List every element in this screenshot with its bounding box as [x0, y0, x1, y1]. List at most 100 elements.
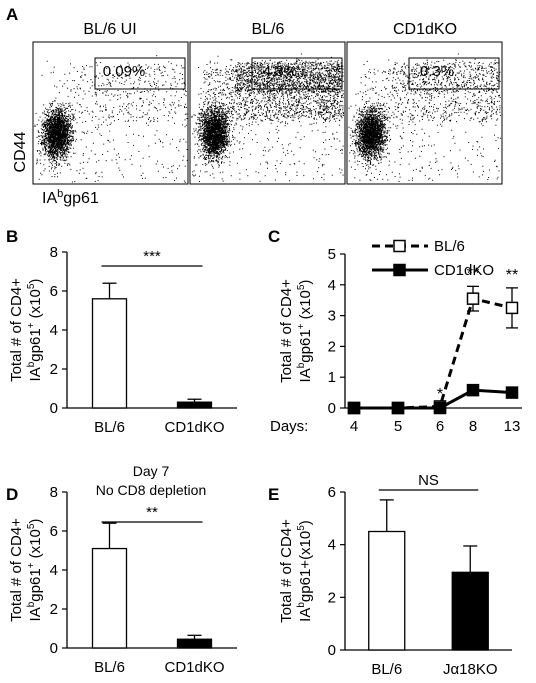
data-point [505, 386, 519, 399]
y-tick-label: 4 [328, 537, 336, 554]
bar [91, 298, 128, 409]
chart-b: 0 2 4 6 8 BL/6 CD1dKO *** Total # of CD4+ IAbgp61… [8, 244, 237, 436]
facs-title-3: CD1dKO [393, 21, 457, 38]
bar [451, 571, 489, 651]
panel-b: B 0 2 4 6 8 BL/6 CD1dKO *** Total # of CD4+ IAbgp… [6, 227, 237, 436]
y-tick-label: 2 [328, 589, 336, 606]
panel-d-title-line1: Day 7 [133, 463, 170, 479]
data-point [505, 301, 519, 315]
x-axis-days-label: Days: [270, 418, 308, 435]
y-tick-label: 6 [328, 484, 336, 501]
bar [91, 547, 128, 649]
bar [368, 530, 406, 651]
y-axis-label-line1: Total # of CD4+ [8, 518, 25, 622]
data-point [433, 401, 447, 415]
panel-d: D Day 7 No CD8 depletion 0 2 4 6 8 BL/6 CD1dKO… [6, 463, 237, 676]
y-tick-label: 4 [328, 277, 336, 294]
facs-gate-3 [408, 57, 500, 90]
y-axis-label: Total # of CD4+ IAbgp61+(x105) [278, 519, 314, 623]
y-axis-label-line2: IAbgp61+(x105) [296, 520, 314, 622]
significance-label: * [437, 386, 443, 403]
facs-plots [32, 41, 503, 185]
x-tick-label: 8 [469, 418, 477, 435]
y-axis-label-line1: Total # of CD4+ [8, 278, 25, 382]
panel-e: E 0 2 4 6 BL/6 Jα18KO NS Total # of CD4+ IAbgp61… [268, 472, 512, 678]
y-axis-label: Total # of CD4+ IAbgp61+ (x105) [278, 279, 314, 383]
y-axis-label: Total # of CD4+ IAbgp61+ (x105) [8, 278, 44, 382]
facs-plot-frame-3 [346, 41, 503, 185]
gate-percent-2: 4.3% [263, 63, 297, 80]
y-axis-label-line2: IAbgp61+ (x105) [296, 280, 314, 383]
panel-letter-e: E [268, 485, 279, 504]
facs-title-1: BL/6 UI [83, 21, 136, 38]
legend-marker [393, 263, 406, 277]
y-tick-label: 0 [50, 640, 58, 657]
x-tick-label: Jα18KO [443, 661, 498, 678]
facs-gate-2 [251, 57, 343, 90]
facs-title-2: BL/6 [252, 21, 285, 38]
x-tick-label: 13 [504, 418, 521, 435]
y-axis-label-line1: Total # of CD4+ [278, 279, 295, 383]
legend: BL/6 CD1dKO [372, 238, 494, 279]
facs-plot-frame-2 [189, 41, 346, 185]
panel-letter-c: C [268, 227, 280, 246]
y-tick-label: 6 [50, 523, 58, 540]
x-tick-label: 6 [436, 418, 444, 435]
data-point [466, 383, 480, 397]
y-tick-label: 1 [328, 369, 336, 386]
data-point [466, 292, 480, 305]
facs-plot-frame-1 [32, 41, 189, 185]
x-tick-label: BL/6 [94, 659, 125, 676]
y-tick-label: 4 [50, 562, 58, 579]
facs-x-label: IAbgp61 [42, 188, 99, 207]
bar [176, 401, 213, 409]
y-axis-label-line2: IAbgp61+ (x105) [26, 279, 44, 382]
significance-label: ** [506, 267, 518, 284]
data-point [391, 401, 405, 415]
facs-dots-2 [191, 53, 344, 182]
legend-label: CD1dKO [434, 262, 494, 279]
y-tick-label: 2 [328, 338, 336, 355]
y-axis-label: Total # of CD4+ IAbgp61+ (x105) [8, 518, 44, 622]
gate-percent-3: 0.3% [420, 63, 454, 80]
panel-letter-a: A [6, 5, 18, 24]
significance-label: ** [467, 265, 479, 282]
x-tick-label: CD1dKO [164, 419, 224, 436]
x-tick-label: CD1dKO [164, 659, 224, 676]
significance-label: NS [418, 472, 439, 489]
gate-percent-1: 0.09% [103, 63, 146, 80]
y-tick-label: 6 [50, 283, 58, 300]
y-tick-label: 8 [50, 484, 58, 501]
y-tick-label: 0 [328, 400, 336, 417]
legend-label: BL/6 [434, 238, 465, 255]
bar [176, 638, 213, 649]
facs-y-label: CD44 [12, 131, 29, 172]
y-tick-label: 4 [50, 322, 58, 339]
y-tick-label: 2 [50, 601, 58, 618]
y-axis-label-line1: Total # of CD4+ [278, 519, 295, 623]
y-tick-label: 3 [328, 308, 336, 325]
y-tick-label: 0 [50, 400, 58, 417]
significance-label: *** [143, 248, 161, 265]
facs-dots-1 [34, 55, 188, 183]
data-point [347, 401, 361, 415]
x-tick-label: BL/6 [94, 419, 125, 436]
y-tick-label: 0 [328, 642, 336, 659]
panel-a: A BL/6 UI BL/6 CD1dKO 0.09% 4.3% 0.3% CD… [6, 5, 503, 207]
facs-events-2 [191, 53, 344, 182]
x-tick-label: 4 [350, 418, 358, 435]
x-tick-label: BL/6 [371, 661, 402, 678]
chart-d: 0 2 4 6 8 BL/6 CD1dKO ** Total # of CD4+ IAbgp61+… [8, 484, 237, 676]
facs-gate-1 [94, 57, 186, 90]
panel-letter-b: B [6, 227, 18, 246]
chart-e: 0 2 4 6 BL/6 Jα18KO NS Total # of CD4+ IAbgp61+(… [278, 472, 512, 678]
y-tick-label: 8 [50, 244, 58, 261]
x-tick-label: 5 [394, 418, 402, 435]
y-axis-label-line2: IAbgp61+ (x105) [26, 519, 44, 622]
panel-letter-d: D [6, 485, 18, 504]
y-tick-label: 2 [50, 361, 58, 378]
facs-events-1 [34, 55, 188, 183]
